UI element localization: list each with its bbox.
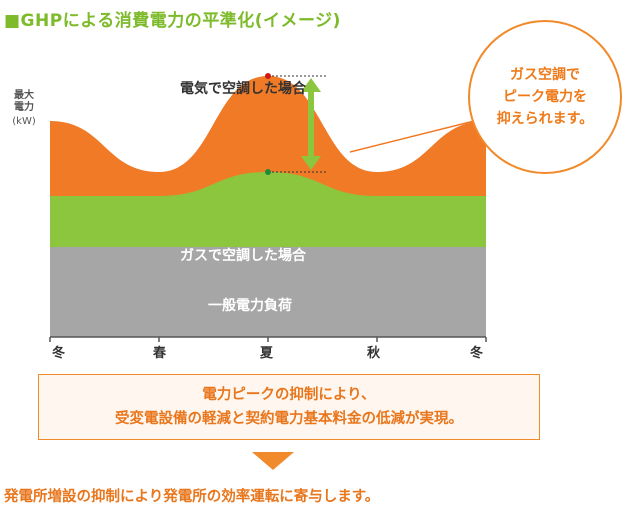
tick-label-autumn: 秋	[367, 346, 381, 361]
electric-ac-label: 電気で空調した場合	[180, 81, 306, 97]
general-load-label: 一般電力負荷	[208, 298, 292, 314]
general-load-area	[50, 247, 486, 337]
tick-label-spring: 春	[153, 346, 167, 361]
down-arrow-icon	[252, 452, 294, 470]
peak-arrow-head-down	[301, 156, 321, 170]
peak-arrow-head-up	[301, 78, 321, 92]
y-axis-label: 最大電力 (kW)	[10, 90, 38, 128]
y-axis-unit: (kW)	[12, 116, 36, 127]
tick-label-summer: 夏	[260, 346, 274, 361]
gas-ac-label: ガスで空調した場合	[180, 248, 306, 264]
callout-bubble: ガス空調で ピーク電力を 抑えられます。	[468, 20, 622, 174]
y-axis-title: 最大電力	[14, 90, 34, 113]
x-axis-ticks	[49, 337, 487, 342]
conclusion-text: 発電所増設の抑制により発電所の効率運転に寄与します。	[4, 489, 380, 505]
electric-peak-marker	[265, 73, 271, 79]
summary-box: 電力ピークの抑制により、 受変電設備の軽減と契約電力基本料金の低減が実現。	[38, 374, 540, 440]
callout-pointer-line	[349, 119, 479, 153]
tick-label-winter-start: 冬	[52, 346, 66, 361]
summary-text: 電力ピークの抑制により、 受変電設備の軽減と契約電力基本料金の低減が実現。	[115, 387, 463, 427]
callout-text: ガス空調で ピーク電力を 抑えられます。	[496, 67, 594, 127]
peak-arrow-shaft	[308, 92, 314, 156]
page-title: ■GHPによる消費電力の平準化(イメージ)	[4, 11, 341, 31]
tick-label-winter-end: 冬	[470, 346, 484, 361]
gas-peak-marker	[265, 169, 271, 175]
peak-reduction-arrow	[301, 78, 321, 170]
